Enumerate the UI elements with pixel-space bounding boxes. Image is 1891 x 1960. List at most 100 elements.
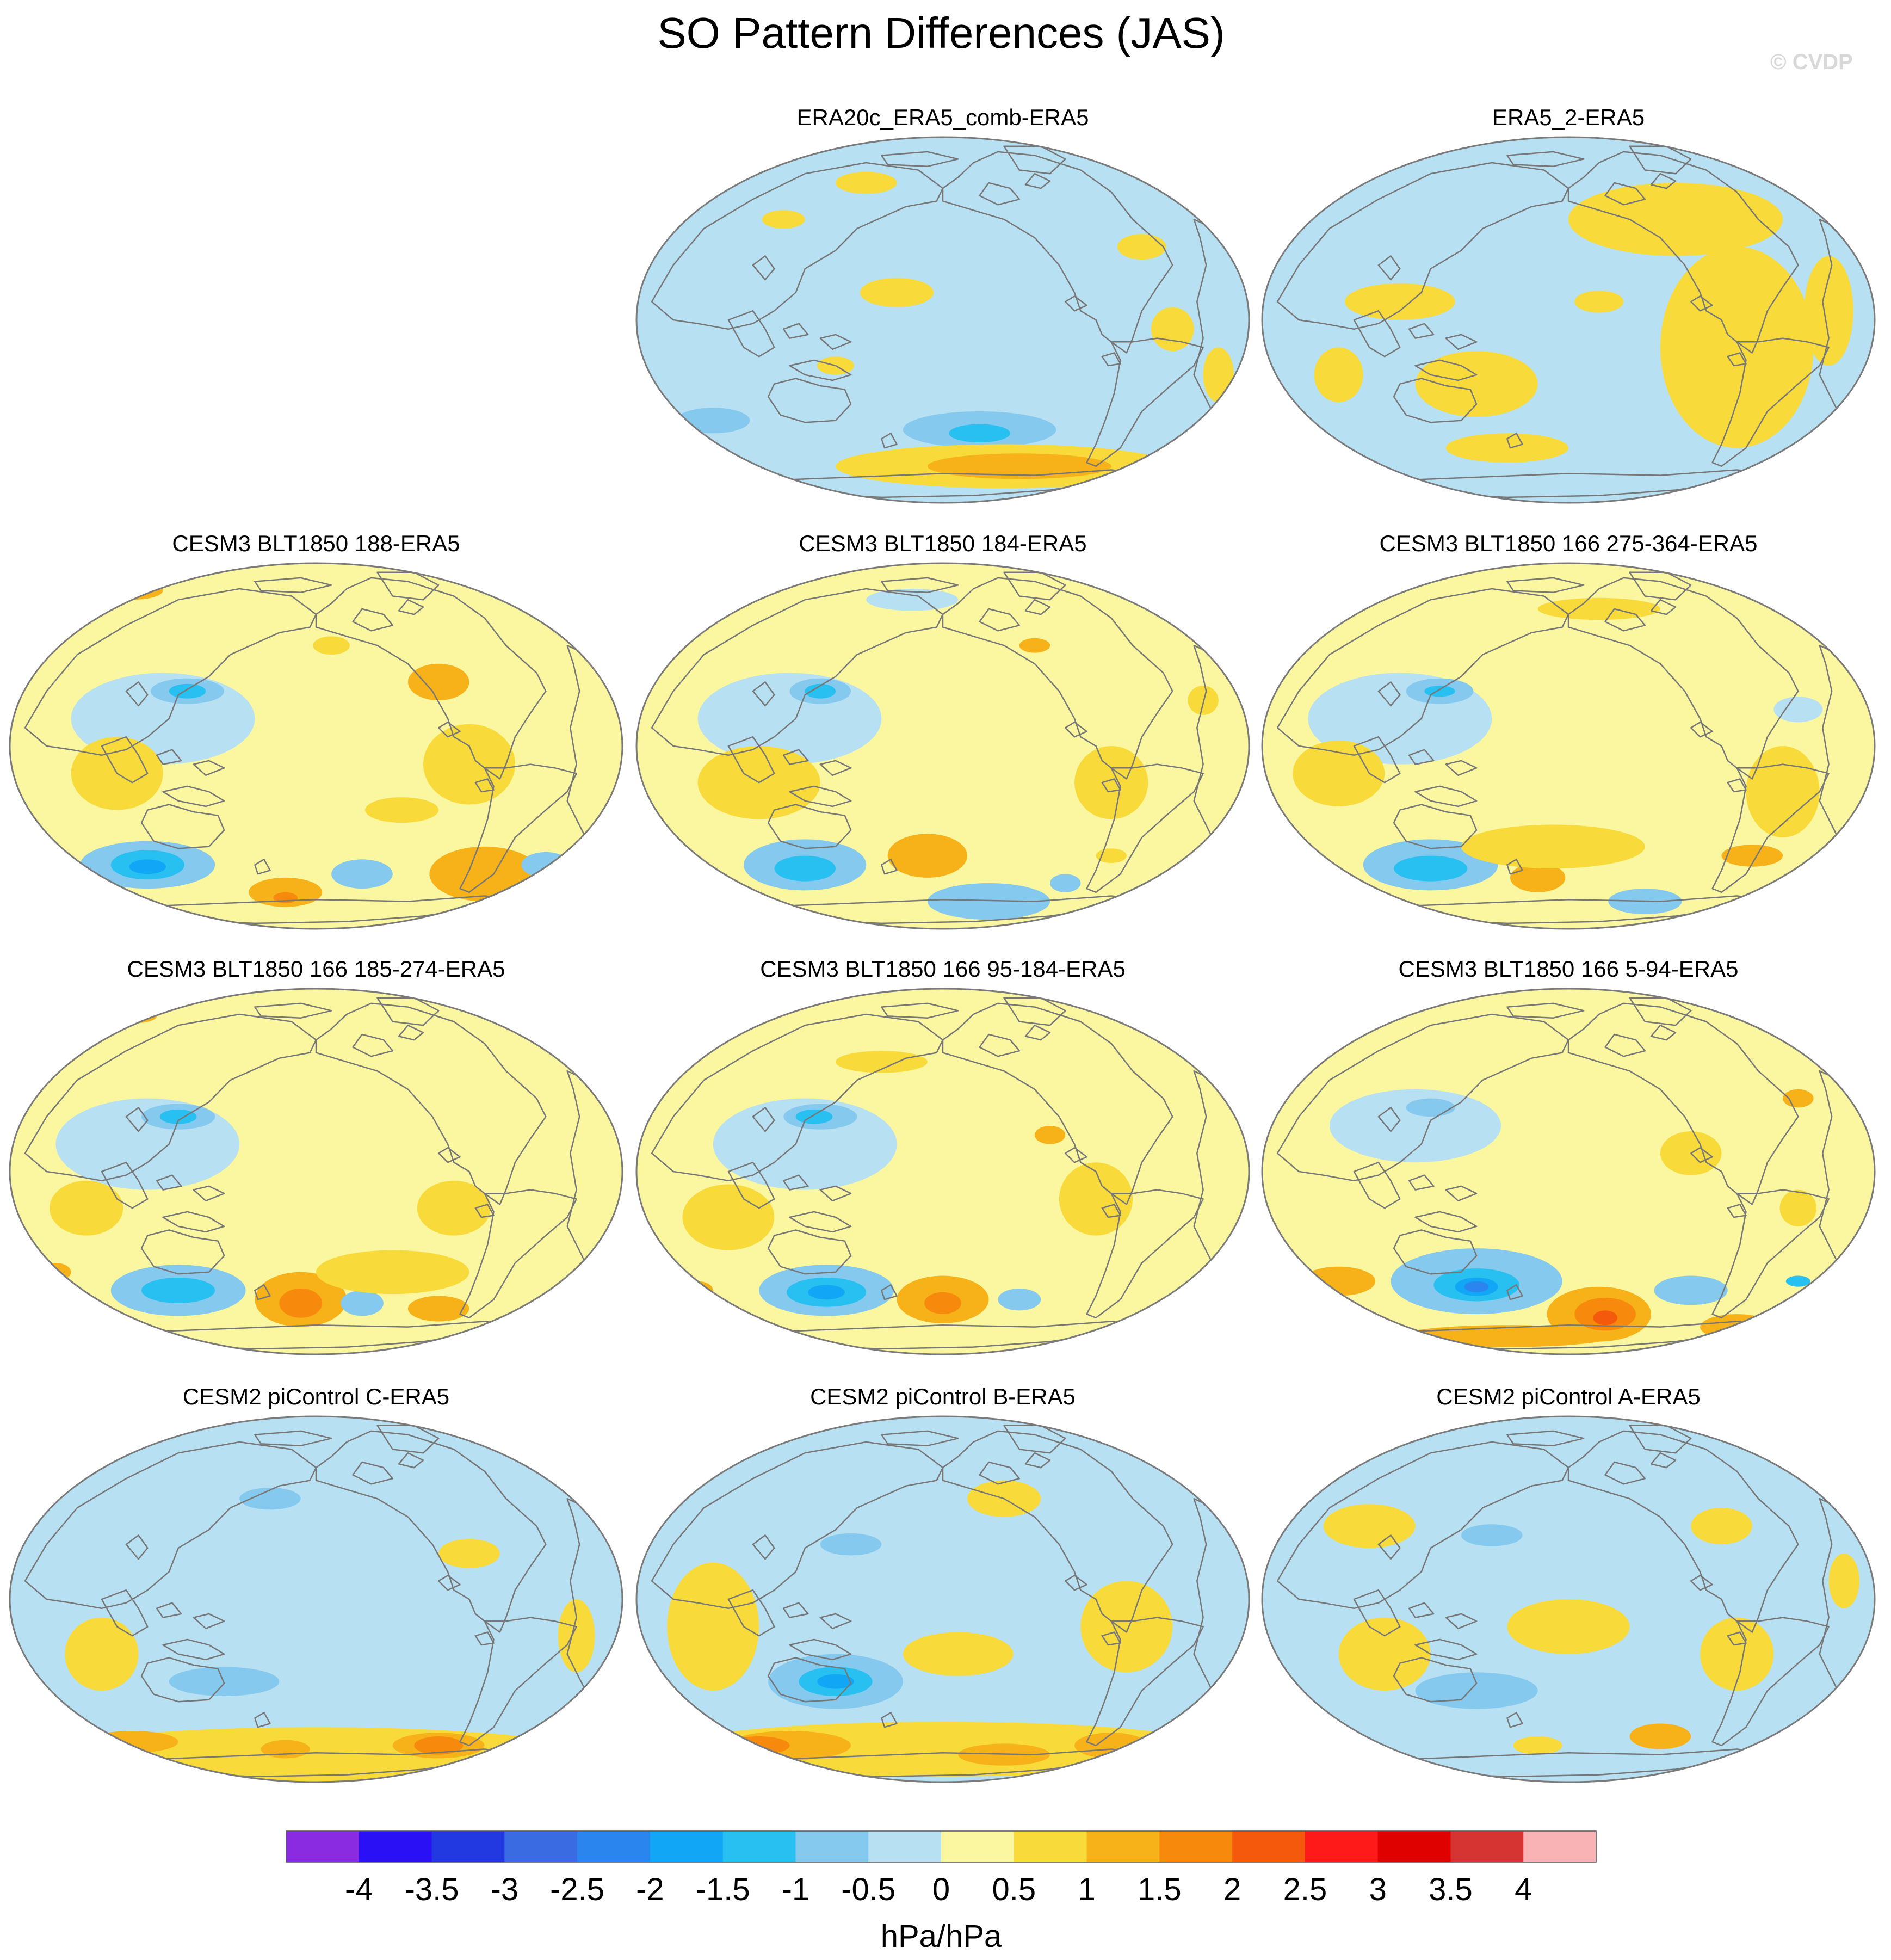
coastline [254,859,271,875]
globe-outline [9,562,623,930]
coastline [942,151,1173,354]
coastline [459,1189,577,1319]
colorbar-swatch [1232,1831,1306,1862]
coastline [140,1229,225,1275]
colorbar-tick-label: -3 [491,1872,519,1907]
colorbar-tick-label: 0 [932,1872,950,1907]
coastline [1353,1589,1401,1637]
map-panels: ERA20c_ERA5_comb-ERA5 ERA5_2-ERA5 CESM3 BL… [9,104,1876,1783]
coastline [1064,722,1087,738]
contour-region [805,683,836,699]
map-background [636,989,1249,1354]
coastline [156,749,182,765]
coastline [398,599,424,615]
coastline [782,1602,809,1618]
map-panel: CESM3 BLT1850 184-ERA5 [635,531,1250,930]
colorbar-swatch [868,1831,942,1862]
coastline [101,736,149,784]
contour-region [1464,1281,1489,1292]
coastline [162,1638,225,1661]
contour-region [1415,1672,1538,1709]
contour-region [1293,740,1385,806]
coastline [437,1147,461,1163]
coastline [1393,378,1478,423]
contour-region [924,1292,961,1315]
contour-region [1059,1162,1133,1236]
contour-region [1746,746,1820,837]
map-panel: CESM3 BLT1850 166 95-184-ERA5 [635,956,1250,1355]
coastline [1377,1107,1401,1132]
globe-outline [1261,136,1876,504]
coastline [752,1534,775,1560]
coastline [1024,172,1051,189]
colorbar-tick-label: -3.5 [405,1872,459,1907]
colorbar-tick-label: -1.5 [696,1872,750,1907]
contour-region [1203,347,1234,403]
coastline [789,1638,852,1661]
contour-region [521,852,571,878]
contour-region [1424,686,1455,697]
panel-title: ERA5_2-ERA5 [1492,104,1645,130]
coastline [881,1430,959,1447]
colorbar-tick-label: -4 [345,1872,373,1907]
contour-region [1050,874,1081,892]
contour-region [795,1109,833,1124]
coastline [1064,295,1087,312]
contour-region [1394,855,1468,882]
coastline-group [651,571,1249,924]
contour-region [239,1488,301,1510]
coastline [1690,295,1713,312]
contour-region [820,1533,882,1556]
colorbar-swatch [1159,1831,1233,1862]
colorbar-tick-label: -2.5 [550,1872,604,1907]
contour-region [1507,1599,1630,1654]
contour-region [407,663,469,700]
coastline [1506,1284,1523,1300]
globe-outline [1261,562,1876,930]
coastline [1506,1712,1523,1728]
coastline [1650,1452,1677,1469]
coastline [1711,337,1830,467]
contour-region [949,424,1010,443]
contour-region [667,1562,759,1691]
coastline [162,1211,225,1233]
contour-region [1700,1314,1774,1340]
contour-region [1338,1617,1431,1691]
contour-region [1513,1736,1562,1755]
colorbar-swatch [577,1831,651,1862]
contour-region [887,834,967,878]
coastline [1414,785,1478,808]
coastline [819,334,852,350]
coastline [315,1002,547,1205]
contour-region [1117,234,1166,260]
contour-region [1445,433,1568,463]
contour-region [762,210,805,229]
coastline [1727,352,1747,367]
coastline [942,1002,1173,1205]
contour-region [1188,686,1219,715]
contour-region [365,797,439,823]
contour-region [1804,256,1853,366]
coastline [881,1712,898,1728]
contour-region [25,841,56,871]
contour-region [417,1180,491,1236]
coastline [1064,1147,1087,1163]
contour-region [50,1180,123,1236]
coastline [1086,763,1204,893]
coastline [1064,1575,1087,1591]
coastline [1393,1229,1478,1275]
coastline [437,1575,461,1591]
panel-title: ERA20c_ERA5_comb-ERA5 [797,104,1089,130]
map-background [10,1416,622,1782]
coastline [1711,1189,1830,1319]
coastline [782,749,809,765]
coastline [1506,433,1523,449]
coastline [1604,1033,1646,1057]
coastline [352,608,394,632]
colorbar-tick-label: -1 [782,1872,810,1907]
map-panel: CESM2 piControl A-ERA5 [1261,1384,1876,1783]
colorbar-tick-label: 3 [1369,1872,1387,1907]
contour-region [866,589,959,611]
map-background [1262,563,1875,929]
colorbar-swatch [286,1831,360,1862]
